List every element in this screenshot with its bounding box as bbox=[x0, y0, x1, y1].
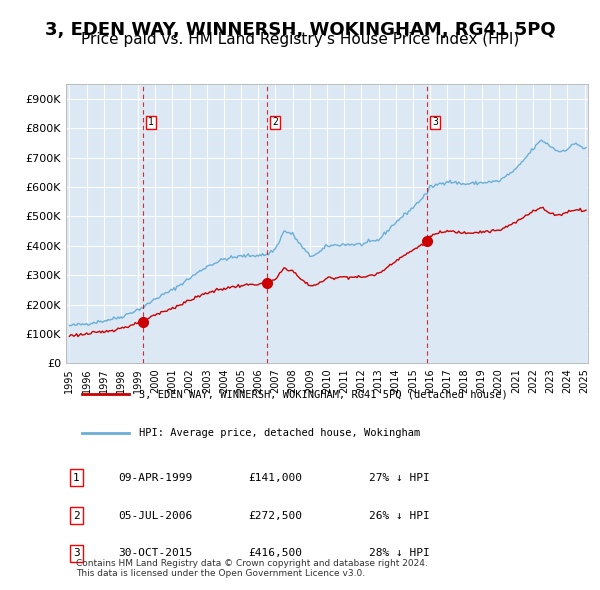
Text: £272,500: £272,500 bbox=[249, 510, 303, 520]
Text: £416,500: £416,500 bbox=[249, 548, 303, 558]
Text: 2: 2 bbox=[73, 510, 80, 520]
Text: HPI: Average price, detached house, Wokingham: HPI: Average price, detached house, Woki… bbox=[139, 428, 421, 438]
Text: 3, EDEN WAY, WINNERSH, WOKINGHAM, RG41 5PQ (detached house): 3, EDEN WAY, WINNERSH, WOKINGHAM, RG41 5… bbox=[139, 389, 508, 399]
Text: Contains HM Land Registry data © Crown copyright and database right 2024.
This d: Contains HM Land Registry data © Crown c… bbox=[76, 559, 428, 578]
Text: 1: 1 bbox=[73, 473, 80, 483]
Text: 2: 2 bbox=[272, 117, 278, 127]
Text: 30-OCT-2015: 30-OCT-2015 bbox=[118, 548, 193, 558]
Text: 09-APR-1999: 09-APR-1999 bbox=[118, 473, 193, 483]
Text: 26% ↓ HPI: 26% ↓ HPI bbox=[369, 510, 430, 520]
Text: 3, EDEN WAY, WINNERSH, WOKINGHAM, RG41 5PQ: 3, EDEN WAY, WINNERSH, WOKINGHAM, RG41 5… bbox=[44, 21, 556, 39]
Text: 3: 3 bbox=[432, 117, 438, 127]
Text: £141,000: £141,000 bbox=[249, 473, 303, 483]
Text: Price paid vs. HM Land Registry's House Price Index (HPI): Price paid vs. HM Land Registry's House … bbox=[81, 32, 519, 47]
Text: 3: 3 bbox=[73, 548, 80, 558]
Text: 27% ↓ HPI: 27% ↓ HPI bbox=[369, 473, 430, 483]
Text: 1: 1 bbox=[148, 117, 154, 127]
Text: 28% ↓ HPI: 28% ↓ HPI bbox=[369, 548, 430, 558]
Text: 05-JUL-2006: 05-JUL-2006 bbox=[118, 510, 193, 520]
